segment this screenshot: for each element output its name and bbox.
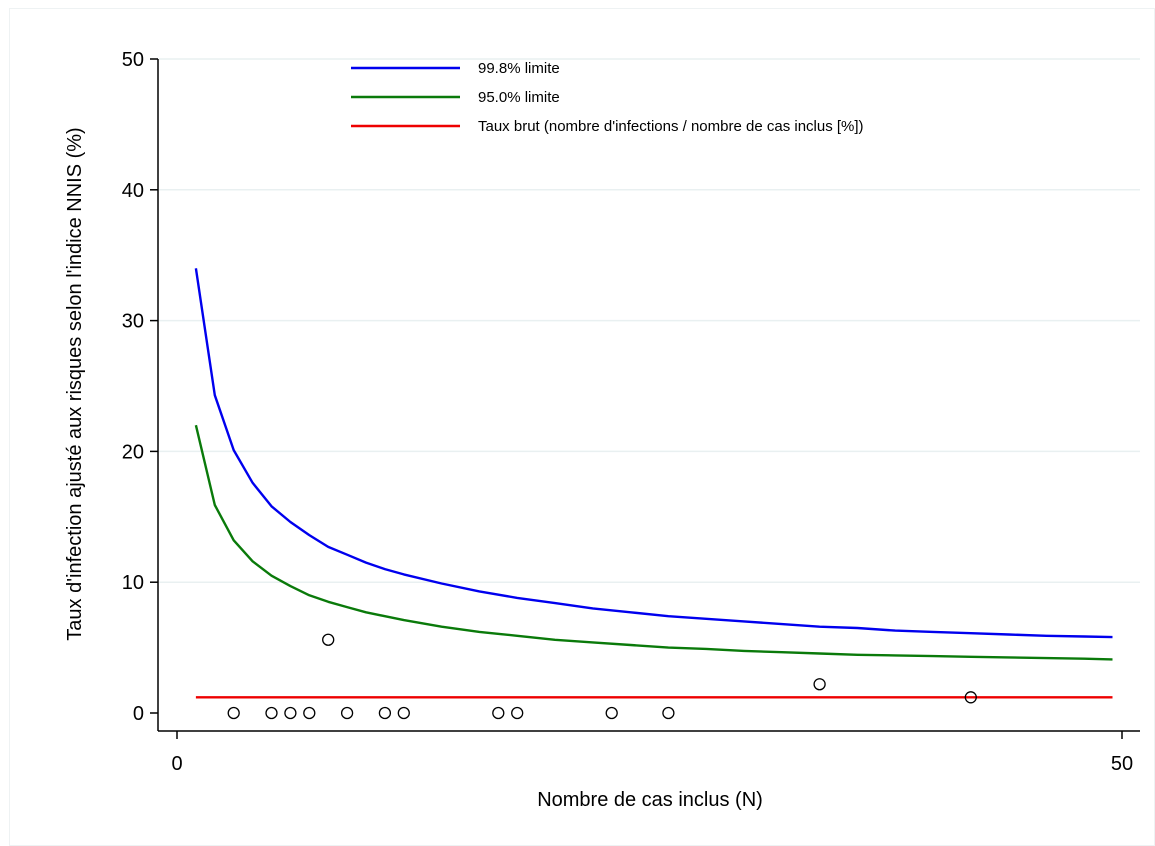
x-tick-label-0: 0 <box>171 753 182 775</box>
data-point-3 <box>303 706 316 720</box>
legend-label-0: 99.8% limite <box>478 60 560 77</box>
data-point-0 <box>227 706 240 720</box>
data-point-7 <box>397 706 410 720</box>
axis-layer: 0 10 20 30 40 50 0 50 <box>122 49 1140 775</box>
data-point-12 <box>813 678 826 691</box>
point-layer <box>227 633 977 720</box>
x-axis-title: Nombre de cas inclus (N) <box>537 789 763 811</box>
series-line-0 <box>194 268 1113 639</box>
series-layer <box>194 268 1113 699</box>
data-point-10 <box>605 706 618 720</box>
y-tick-label-50: 50 <box>122 49 144 71</box>
y-tick-label-40: 40 <box>122 180 144 202</box>
y-tick-label-10: 10 <box>122 572 144 594</box>
y-tick-label-20: 20 <box>122 441 144 463</box>
y-tick-label-0: 0 <box>133 703 144 725</box>
series-line-1 <box>194 424 1113 661</box>
legend-label-2: Taux brut (nombre d'infections / nombre … <box>478 118 864 135</box>
data-point-9 <box>511 706 524 720</box>
data-point-13 <box>964 691 977 704</box>
data-point-1 <box>265 706 278 720</box>
grid-layer <box>159 58 1140 583</box>
data-point-2 <box>284 706 297 720</box>
legend-label-1: 95.0% limite <box>478 89 560 106</box>
x-tick-label-50: 50 <box>1111 753 1133 775</box>
data-point-6 <box>378 706 392 720</box>
y-axis-title: Taux d'infection ajusté aux risques selo… <box>64 127 86 640</box>
data-point-5 <box>340 706 354 720</box>
legend: 99.8% limite 95.0% limite Taux brut (nombr… <box>351 60 864 135</box>
y-tick-label-30: 30 <box>122 311 144 333</box>
data-point-8 <box>492 706 505 720</box>
data-point-11 <box>662 706 675 720</box>
data-point-4 <box>322 633 335 646</box>
